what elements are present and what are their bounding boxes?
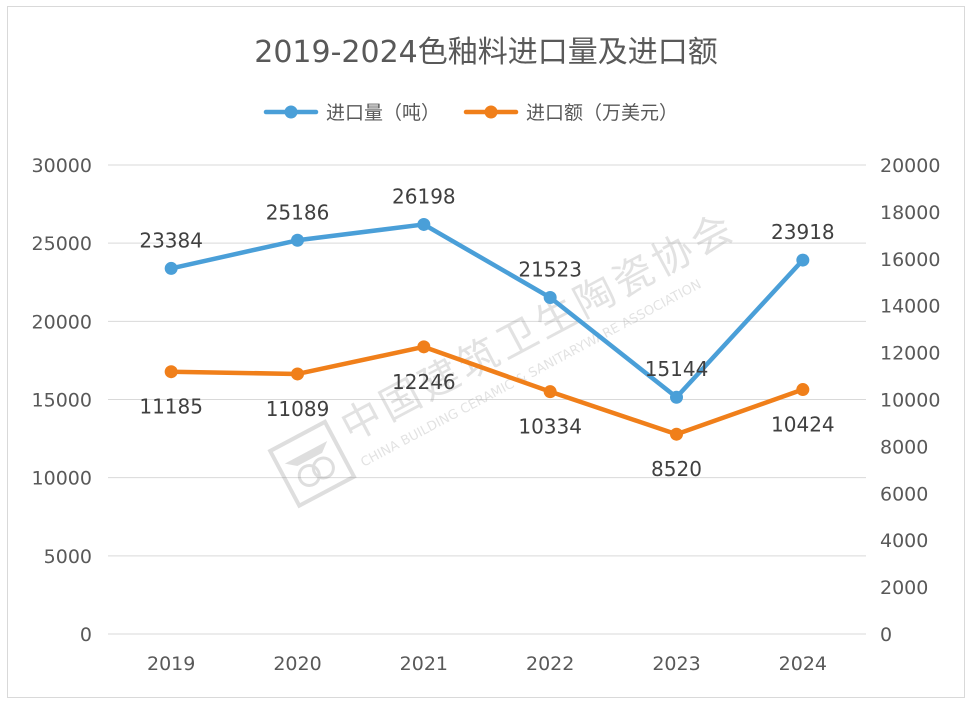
data-label-1: 12246 [392, 370, 456, 394]
series-line-0 [168, 222, 806, 400]
data-label-0: 15144 [645, 357, 709, 381]
series-line-1 [168, 344, 806, 437]
chart-frame [7, 6, 965, 698]
y-right-tick-label: 18000 [880, 202, 940, 224]
series-layer [164, 217, 810, 441]
label-layer: 23384 25186 26198 21523 15144 23918 11185 11089… [139, 184, 834, 481]
y-right-tick-label: 0 [880, 624, 892, 646]
data-label-1: 8520 [651, 457, 702, 481]
y-left-tick-label: 10000 [32, 468, 92, 490]
data-point-0 [417, 217, 431, 231]
legend: 进口量（吨） 进口额（万美元） [263, 102, 678, 124]
data-point-0 [670, 390, 683, 404]
y-left-tick-label: 0 [80, 624, 92, 646]
y-left-tick-label: 5000 [44, 546, 92, 568]
legend-swatch-marker-0 [284, 105, 298, 119]
y-right-tick-label: 20000 [880, 155, 940, 177]
y-right-tick-label: 8000 [880, 436, 928, 458]
data-point-1 [291, 367, 304, 381]
legend-label-1: 进口额（万美元） [526, 102, 678, 124]
data-label-1: 10424 [771, 413, 835, 437]
data-point-0 [543, 291, 557, 305]
data-point-1 [164, 365, 178, 379]
x-tick-label: 2019 [147, 653, 195, 675]
data-point-1 [796, 383, 810, 397]
y-right-tick-label: 12000 [880, 343, 940, 365]
data-label-0: 25186 [266, 200, 330, 224]
data-label-1: 11089 [266, 397, 330, 421]
axis-layer: 0 5000 10000 15000 20000 25000 30000 0 2000 4000 6… [32, 155, 941, 675]
data-label-0: 21523 [518, 258, 582, 282]
legend-label-0: 进口量（吨） [326, 102, 440, 124]
y-left-tick-label: 15000 [32, 390, 92, 412]
y-left-tick-label: 30000 [32, 155, 92, 177]
data-point-0 [796, 253, 810, 267]
y-left-tick-label: 20000 [32, 311, 92, 333]
x-tick-label: 2020 [273, 653, 321, 675]
data-point-1 [543, 385, 557, 399]
data-label-0: 26198 [392, 184, 456, 208]
x-tick-label: 2021 [400, 653, 448, 675]
data-point-1 [417, 340, 431, 354]
data-point-0 [291, 233, 304, 247]
x-tick-label: 2024 [779, 653, 827, 675]
legend-swatch-marker-1 [484, 105, 498, 119]
y-right-tick-label: 14000 [880, 296, 940, 318]
association-logo [267, 419, 357, 509]
y-left-tick-label: 25000 [32, 233, 92, 255]
data-point-1 [670, 427, 683, 441]
data-label-1: 10334 [518, 415, 582, 439]
data-point-0 [164, 261, 178, 275]
grid-layer [108, 164, 866, 635]
x-tick-label: 2023 [652, 653, 700, 675]
y-right-tick-label: 16000 [880, 249, 940, 271]
data-label-0: 23384 [139, 228, 203, 252]
x-tick-label: 2022 [526, 653, 574, 675]
data-label-1: 11185 [139, 395, 203, 419]
y-right-tick-label: 4000 [880, 530, 928, 552]
data-label-0: 23918 [771, 220, 835, 244]
y-right-tick-label: 10000 [880, 390, 940, 412]
y-right-tick-label: 2000 [880, 577, 928, 599]
chart-title: 2019-2024色釉料进口量及进口额 [254, 35, 718, 70]
y-right-tick-label: 6000 [880, 483, 928, 505]
